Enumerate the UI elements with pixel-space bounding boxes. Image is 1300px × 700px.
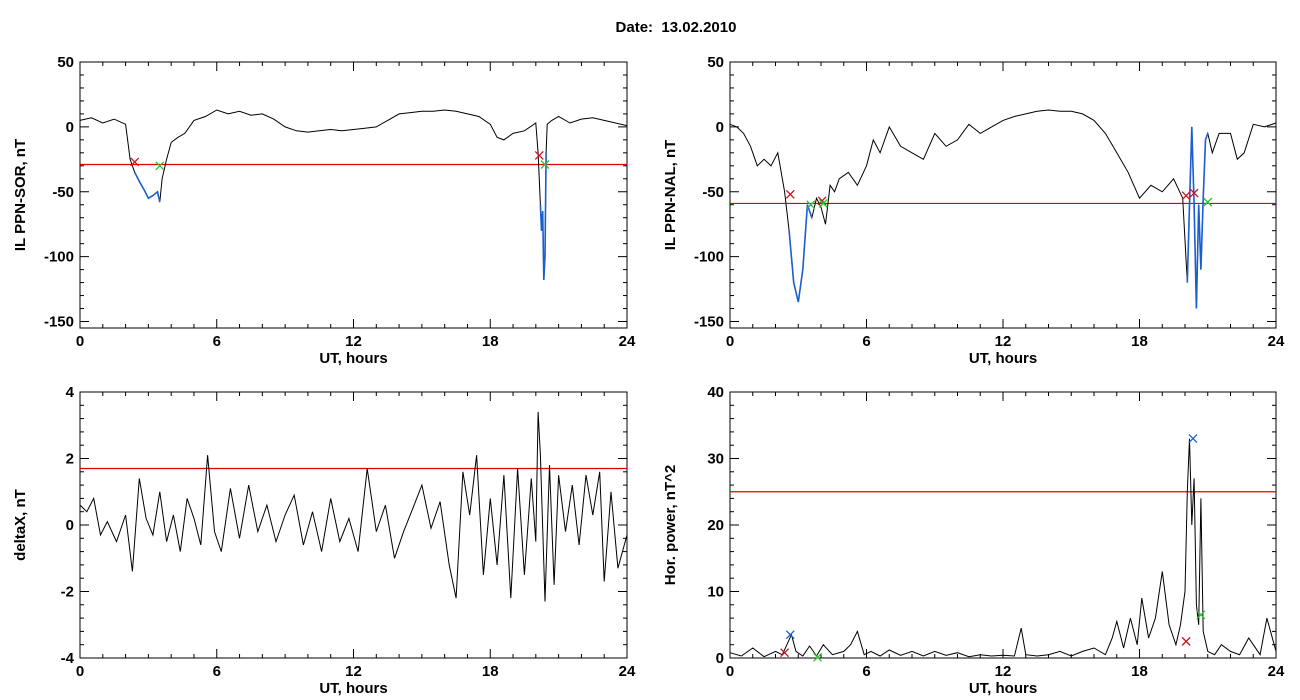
y-tick-label: 30 [707,451,724,468]
x-tick-label: 0 [726,333,734,350]
y-tick-label: -2 [61,584,74,601]
marker-stroke [534,150,544,160]
y-tick-label: -150 [44,314,74,331]
chart-panel-1: 0 6 12 18 24 -150 -100 -50 0 50 UT, hours IL PPN-SO… [12,54,636,367]
event-marker-start [1181,636,1191,646]
y-tick-label: 20 [707,517,724,534]
marker-stroke [1181,636,1191,646]
chart-panel-2: 0 6 12 18 24 -150 -100 -50 0 50 UT, hours IL PPN-NA… [662,54,1285,367]
event-marker-start [1189,188,1199,198]
event-marker-peak [785,630,795,640]
event-marker-start [130,157,140,167]
y-tick-label: 2 [66,451,74,468]
y-tick-label: -100 [694,249,724,266]
event-marker-end [540,160,550,169]
x-tick-label: 18 [482,333,499,350]
marker-stroke [1188,434,1198,444]
y-axis-label: Hor. power, nT^2 [662,465,679,585]
x-tick-label: 6 [862,663,870,680]
marker-stroke [785,630,795,640]
event-marker-start [785,189,795,199]
y-tick-label: 0 [716,119,724,136]
marker-stroke [785,189,795,199]
x-tick-label: 18 [482,663,499,680]
event-marker-start [534,150,544,160]
y-tick-label: -50 [702,184,724,201]
y-tick-label: -150 [694,314,724,331]
y-tick-label: -50 [52,184,74,201]
y-axis-label: deltaX, nT [12,489,29,561]
x-tick-label: 12 [345,333,362,350]
y-tick-label: 0 [66,517,74,534]
marker-stroke [130,157,140,167]
marker-stroke [818,198,828,208]
y-tick-label: -4 [61,650,75,667]
event-marker-start [780,648,790,658]
y-tick-label: -100 [44,249,74,266]
y-tick-label: 40 [707,384,724,401]
x-tick-label: 12 [345,663,362,680]
x-tick-label: 6 [862,333,870,350]
x-tick-label: 24 [619,333,636,350]
x-tick-label: 18 [1131,663,1148,680]
x-tick-label: 12 [995,663,1012,680]
marker-stroke [540,160,550,169]
x-axis-label: UT, hours [319,680,387,697]
page-title: Date: 13.02.2010 [615,19,737,36]
highlight-segment [788,204,813,303]
marker-stroke [155,161,165,171]
marker-stroke [1181,191,1191,201]
plot-frame [79,391,628,659]
data-line [729,438,1277,658]
marker-stroke [1203,197,1213,207]
x-tick-label: 24 [619,663,636,680]
x-tick-label: 24 [1268,663,1285,680]
event-marker-end [155,161,165,171]
highlight-segment [133,171,161,203]
x-tick-label: 0 [76,663,84,680]
x-tick-label: 0 [726,663,734,680]
x-tick-label: 12 [995,333,1012,350]
event-marker-start [1181,191,1191,201]
x-tick-label: 6 [213,333,221,350]
marker-stroke [780,648,790,658]
y-axis-label: IL PPN-NAL, nT [662,140,679,251]
event-marker-start [817,196,827,206]
marker-stroke [1189,188,1199,198]
x-tick-label: 24 [1268,333,1285,350]
highlight-segment [1186,126,1209,309]
y-tick-label: 10 [707,584,724,601]
x-tick-label: 6 [213,663,221,680]
x-tick-label: 18 [1131,333,1148,350]
marker-stroke [1196,610,1206,620]
event-marker-end [1196,610,1206,620]
event-marker-end [818,198,828,208]
plot-frame [729,391,1277,659]
x-tick-label: 0 [76,333,84,350]
event-marker-end [806,200,816,210]
marker-stroke [806,200,816,210]
y-tick-label: 50 [707,54,724,71]
marker-stroke [817,196,827,206]
event-marker-peak [1188,434,1198,444]
highlight-segment [539,152,547,281]
y-tick-label: 4 [66,384,75,401]
y-tick-label: 0 [716,650,724,667]
x-axis-label: UT, hours [319,350,387,367]
marker-stroke [813,652,823,662]
y-tick-label: 0 [66,119,74,136]
event-marker-end [813,652,823,662]
x-axis-label: UT, hours [969,680,1037,697]
chart-panel-4: 0 6 12 18 24 0 10 20 30 40 UT, hours Hor. power, nT… [662,384,1285,697]
event-marker-end [1203,197,1213,207]
y-tick-label: 50 [57,54,74,71]
x-axis-label: UT, hours [969,350,1037,367]
y-axis-label: IL PPN-SOR, nT [12,139,29,251]
data-line [79,411,628,602]
